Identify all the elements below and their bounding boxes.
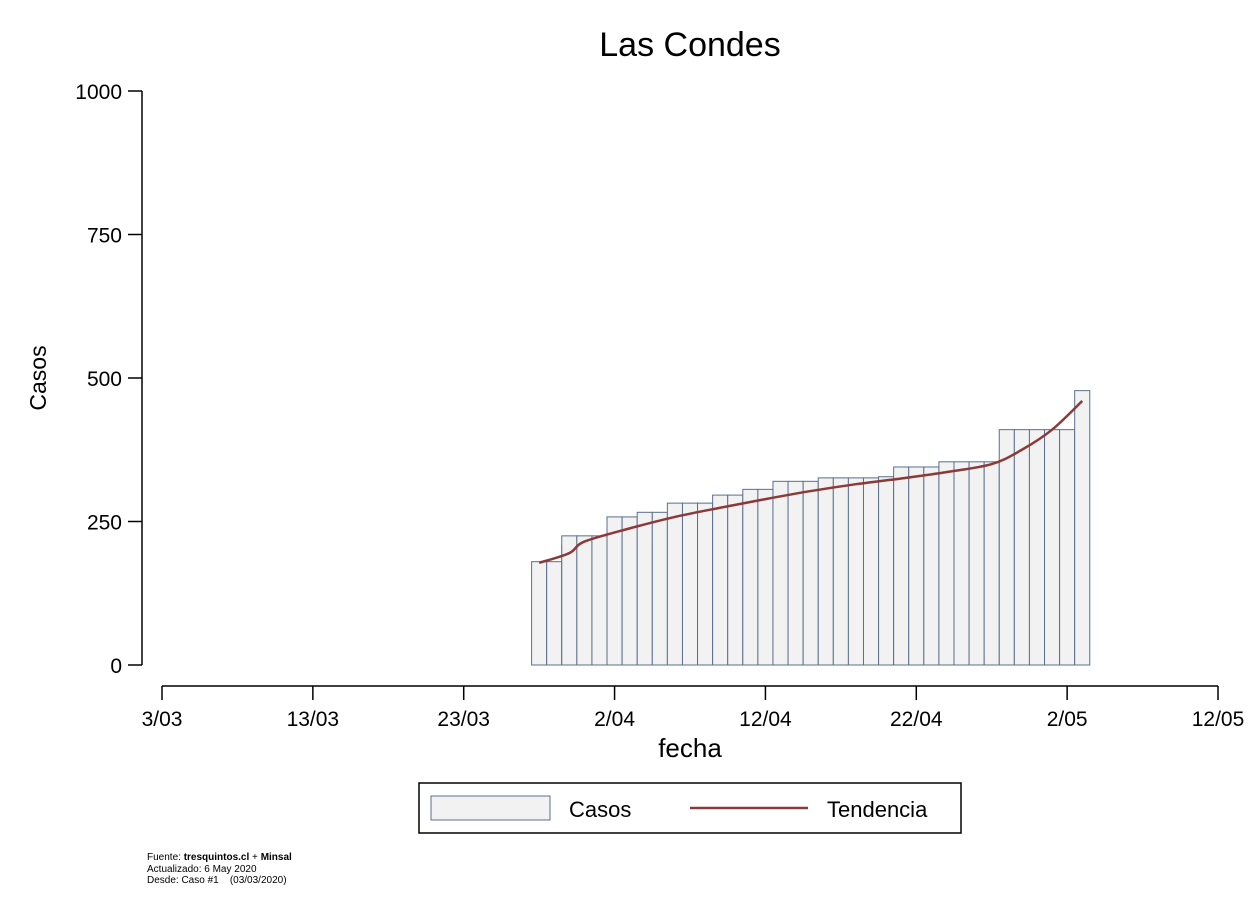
x-tick-label: 23/03 xyxy=(437,708,490,731)
y-tick-label: 500 xyxy=(87,368,122,391)
y-tick-label: 750 xyxy=(87,225,122,248)
bar xyxy=(651,511,668,666)
footnote-since: Desde: Caso #1 (03/03/2020) xyxy=(147,875,287,886)
footnote-updated: Actualizado: 6 May 2020 xyxy=(147,863,257,875)
footnote-source: Fuente: tresquintos.cl + Minsal xyxy=(147,852,292,864)
bar xyxy=(1013,429,1030,666)
x-tick-label: 13/03 xyxy=(287,708,340,731)
y-axis-label: Casos xyxy=(25,345,51,410)
x-tick-label: 12/05 xyxy=(1192,708,1245,731)
bar xyxy=(847,477,864,666)
x-tick-label: 22/04 xyxy=(890,708,943,731)
bar xyxy=(787,480,804,666)
footnote-sep: + xyxy=(249,852,261,863)
bar xyxy=(893,466,910,666)
bar xyxy=(757,488,774,666)
bar xyxy=(1074,390,1091,666)
bar xyxy=(636,511,653,666)
legend-label-tendencia: Tendencia xyxy=(827,797,928,822)
bar xyxy=(606,516,623,666)
footnote-source-1: tresquintos.cl xyxy=(183,852,250,863)
bar xyxy=(998,429,1015,666)
bar xyxy=(772,480,789,666)
trend-line-group xyxy=(538,400,1084,565)
bar xyxy=(923,466,940,666)
bar xyxy=(802,480,819,666)
bar xyxy=(862,477,880,666)
bar xyxy=(968,461,985,666)
x-axis-label: fecha xyxy=(658,733,722,763)
chart-title: Las Condes xyxy=(599,26,780,64)
x-tick-label: 12/04 xyxy=(739,708,792,731)
bar xyxy=(591,535,608,666)
bar xyxy=(1044,429,1061,666)
bar xyxy=(697,502,714,666)
y-tick-label: 1000 xyxy=(75,81,122,104)
bar xyxy=(832,477,849,666)
bar xyxy=(1028,429,1046,666)
x-tick-label: 2/05 xyxy=(1047,708,1088,731)
y-axis: 0 250 500 750 1000 xyxy=(75,81,143,678)
bar xyxy=(908,466,925,666)
footnote-prefix: Fuente: xyxy=(147,852,184,863)
bar xyxy=(712,494,729,666)
bar xyxy=(878,476,895,666)
legend-swatch-casos xyxy=(430,795,551,821)
trend-line xyxy=(538,400,1084,565)
footnote-source-2: Minsal xyxy=(260,852,292,863)
x-axis: 3/03 13/03 23/03 2/04 12/04 22/04 2/05 12/05 xyxy=(142,685,1245,731)
bar xyxy=(938,461,955,666)
bars xyxy=(531,390,1091,666)
legend-label-casos: Casos xyxy=(569,797,631,822)
legend: Casos Tendencia xyxy=(418,782,962,834)
bar xyxy=(983,461,1000,666)
bar xyxy=(531,561,548,666)
y-tick-label: 0 xyxy=(110,655,122,678)
bar xyxy=(953,461,970,666)
x-tick-label: 2/04 xyxy=(594,708,635,731)
y-tick-label: 250 xyxy=(87,512,122,535)
bar xyxy=(742,488,759,666)
bar xyxy=(681,502,699,666)
bar xyxy=(666,502,683,666)
bar xyxy=(621,516,638,666)
bar xyxy=(1059,429,1076,666)
bar xyxy=(727,494,744,666)
bar xyxy=(546,561,563,666)
bar xyxy=(817,477,834,666)
footnote: Fuente: tresquintos.cl + Minsal Actualiz… xyxy=(147,852,292,887)
x-tick-label: 3/03 xyxy=(142,708,183,731)
bar xyxy=(576,535,593,666)
